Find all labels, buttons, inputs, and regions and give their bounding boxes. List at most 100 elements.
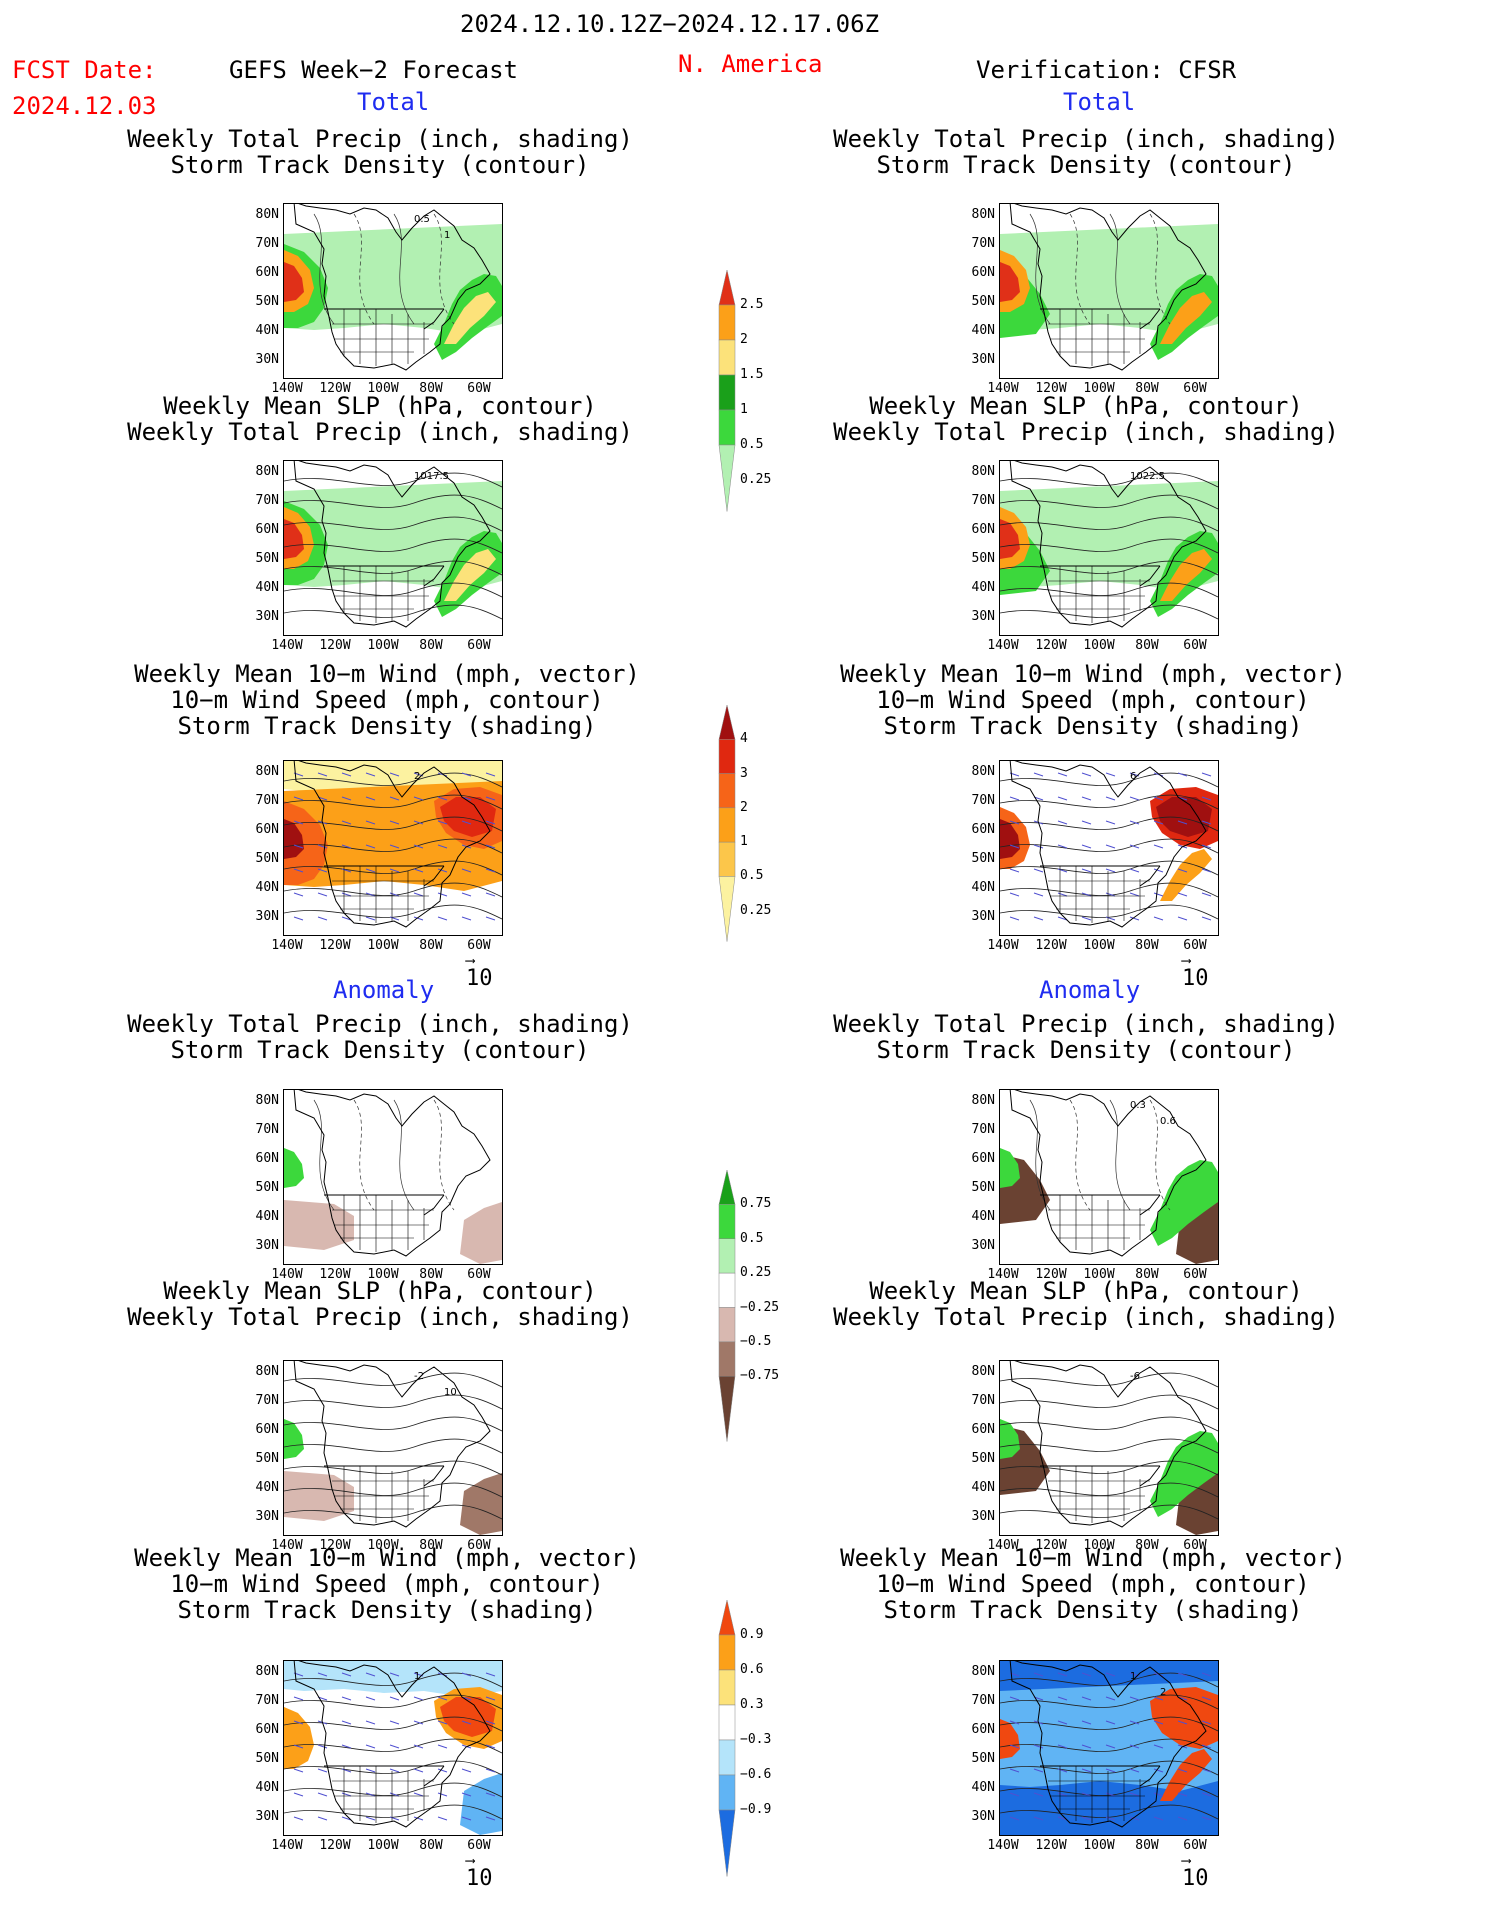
lon-tick-label: 60W (467, 1267, 491, 1282)
wind-vector (341, 1768, 352, 1773)
wind-vector (1201, 1816, 1212, 1821)
contour-label: 1 (1130, 1671, 1136, 1682)
wind-vector (341, 772, 352, 777)
lat-tick-label: 30N (971, 352, 995, 367)
colorbar-total_precip (718, 269, 736, 512)
lon-tick-label: 60W (1183, 381, 1207, 396)
colorbar-segment (718, 1774, 736, 1811)
colorbar-label: 0.5 (740, 437, 764, 452)
wind-vector (437, 1696, 448, 1701)
lat-tick-label: 60N (971, 522, 995, 537)
colorbar-label: −0.6 (740, 1767, 772, 1782)
caption-line: Weekly Total Precip (inch, shading) (833, 418, 1339, 446)
lon-tick-label: 80W (419, 1538, 443, 1553)
wind-vector (1009, 1720, 1020, 1725)
state-borders (1048, 1195, 1150, 1252)
contour-line (1029, 213, 1051, 325)
date-range-title: 2024.12.10.12Z−2024.12.17.06Z (460, 10, 880, 38)
wind-vector (365, 796, 376, 801)
wind-vector (293, 1816, 304, 1821)
wind-vector (1057, 820, 1068, 825)
contour-line (284, 560, 502, 576)
shading-region (1000, 1719, 1020, 1759)
wind-vector (461, 916, 472, 921)
colorbar-label: −0.25 (740, 1299, 780, 1315)
caption-f-total-precip: Weekly Total Precip (inch, shading) Stor… (127, 126, 633, 178)
wind-vector (365, 916, 376, 921)
lon-tick-label: 120W (1035, 1838, 1067, 1853)
contour-line (1000, 1372, 1218, 1388)
lat-tick-label: 40N (971, 1780, 995, 1795)
contour-line (1000, 882, 1218, 898)
wind-vector (485, 916, 496, 921)
wind-vector (1129, 892, 1140, 897)
colorbar-cap (718, 1599, 736, 1636)
colorbar-segment (718, 1704, 736, 1741)
lat-tick-label: 80N (971, 1664, 995, 1679)
lat-tick-label: 40N (971, 323, 995, 338)
wind-vector (1033, 868, 1044, 873)
wind-vector (389, 916, 400, 921)
contour-label: 10 (444, 1387, 457, 1398)
contour-line (284, 860, 502, 876)
contour-label: 2 (1160, 1687, 1166, 1698)
wind-vector (389, 1768, 400, 1773)
colorbar-segment (718, 1341, 736, 1377)
wind-vector (389, 796, 400, 801)
wind-vector (341, 1696, 352, 1701)
wind-vector (413, 916, 424, 921)
wind-vector (1057, 1792, 1068, 1797)
wind-vector (437, 868, 448, 873)
lat-tick-label: 30N (255, 909, 279, 924)
wind-vector (1009, 1768, 1020, 1773)
caption-line: Weekly Total Precip (inch, shading) (127, 1303, 633, 1331)
lat-tick-label: 30N (971, 609, 995, 624)
state-borders (1048, 1766, 1150, 1823)
colorbar-cap (718, 704, 736, 740)
lat-tick-label: 60N (971, 265, 995, 280)
wind-vector (461, 892, 472, 897)
colorbar-label: 2.5 (740, 297, 764, 312)
colorbar-segment (718, 374, 736, 411)
caption-o-anom-slp: Weekly Mean SLP (hPa, contour) Weekly To… (833, 1278, 1339, 1330)
map-svg: 0.51 (284, 204, 502, 371)
wind-vector (1105, 844, 1116, 849)
colorbar-cap (718, 1809, 736, 1877)
wind-vector (1009, 1744, 1020, 1749)
colorbar-segment (718, 339, 736, 376)
wind-vector (437, 796, 448, 801)
colorbar-segment (718, 739, 736, 774)
wind-vector (341, 1744, 352, 1749)
contour-line (433, 213, 455, 325)
wind-vector (1153, 868, 1164, 873)
wind-vector (1177, 1792, 1188, 1797)
wind-vector (1009, 1816, 1020, 1821)
wind-vector (389, 844, 400, 849)
wind-vector (1153, 916, 1164, 921)
wind-vector (1201, 1720, 1212, 1725)
wind-vector (1153, 1696, 1164, 1701)
caption-line: Weekly Mean 10−m Wind (mph, vector) (134, 660, 640, 688)
lat-tick-label: 60N (971, 1422, 995, 1437)
wind-vector (1129, 1696, 1140, 1701)
wind-vector (1153, 844, 1164, 849)
colorbar-label: 0.9 (740, 1627, 764, 1642)
lon-tick-label: 100W (1083, 638, 1115, 653)
contour-line (1000, 560, 1218, 576)
contour-line (284, 604, 502, 620)
caption-line: 10−m Wind Speed (mph, contour) (170, 686, 604, 714)
lon-tick-label: 140W (271, 638, 303, 653)
map-svg: 0.3 0.6 (1000, 1090, 1218, 1264)
section-total-left: Total (357, 88, 430, 116)
verification-title: Verification: CFSR (976, 56, 1237, 84)
wind-vector (1081, 868, 1092, 873)
lat-tick-label: 70N (255, 236, 279, 251)
colorbar-label: 0.25 (740, 902, 772, 918)
contour-line (1000, 582, 1218, 598)
wind-vector (1009, 844, 1020, 849)
wind-vector (317, 1744, 328, 1749)
lon-tick-label: 100W (367, 938, 399, 953)
caption-line: 10−m Wind Speed (mph, contour) (876, 686, 1310, 714)
wind-vector (389, 1792, 400, 1797)
contour-line (1000, 794, 1218, 810)
